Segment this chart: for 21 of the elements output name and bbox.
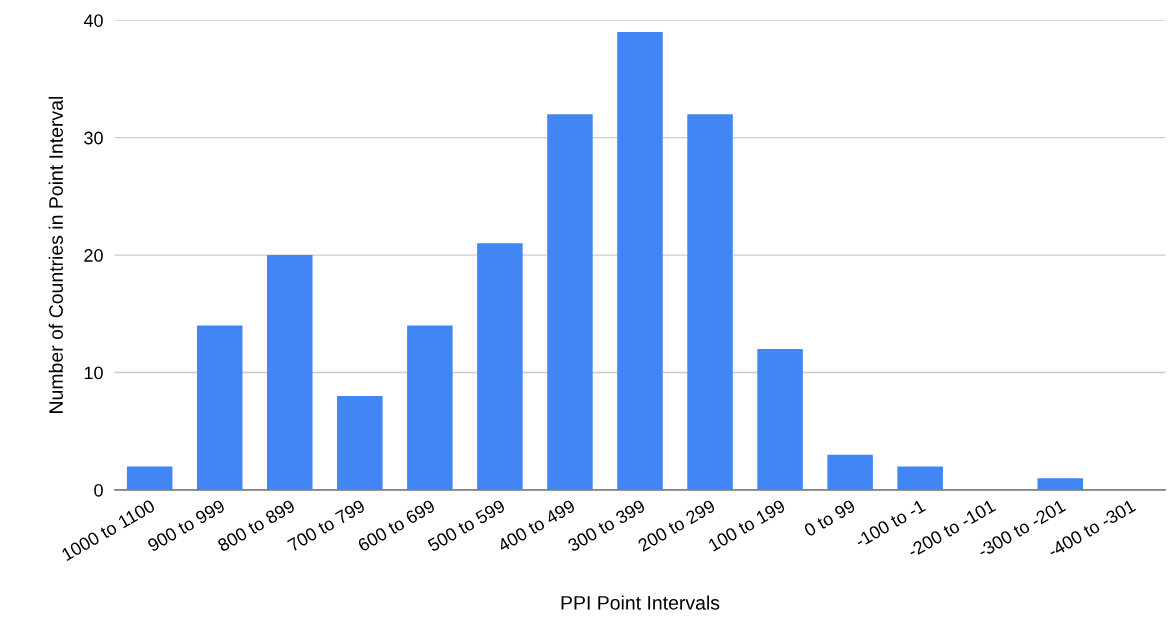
bar bbox=[407, 325, 453, 490]
y-tick-label: 0 bbox=[94, 483, 103, 497]
bar bbox=[126, 466, 173, 490]
y-tick-label: 20 bbox=[84, 249, 103, 262]
y-tick-label: 10 bbox=[84, 366, 103, 380]
bar bbox=[1037, 478, 1084, 490]
x-tick-label: 0 to 99 bbox=[803, 499, 857, 538]
x-axis-title: PPI Point Intervals bbox=[561, 595, 720, 610]
bar bbox=[337, 396, 383, 490]
bar bbox=[196, 325, 243, 490]
bar bbox=[757, 349, 803, 490]
y-axis-title: Number of Countries in Point Interval bbox=[48, 96, 63, 413]
bar bbox=[267, 255, 313, 490]
bar bbox=[477, 243, 523, 490]
bar bbox=[687, 114, 733, 490]
y-tick-label: 30 bbox=[84, 131, 103, 145]
bar bbox=[827, 454, 873, 490]
y-tick-label: 40 bbox=[83, 14, 103, 27]
bar bbox=[897, 466, 943, 490]
bar bbox=[547, 114, 593, 490]
bar bbox=[617, 32, 663, 490]
